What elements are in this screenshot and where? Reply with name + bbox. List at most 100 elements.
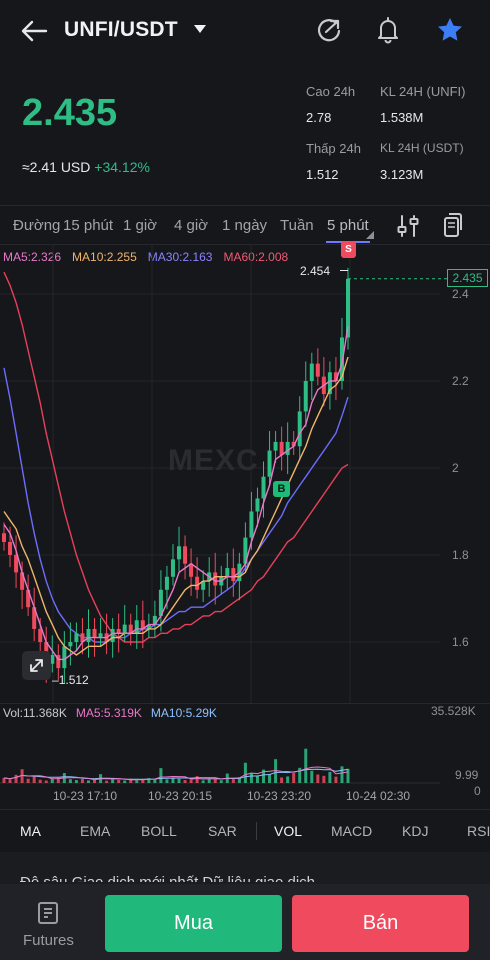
volume-bar — [328, 771, 332, 783]
ma5-line — [3, 326, 349, 661]
y-tick: 2 — [452, 461, 459, 475]
ma60-line — [3, 271, 349, 643]
back-arrow-icon[interactable] — [18, 16, 50, 46]
candle — [122, 624, 127, 634]
ma-legend: MA5:2.326 MA10:2.255 MA30:2.163 MA60:2.008 — [3, 250, 299, 264]
bell-icon[interactable] — [373, 15, 403, 45]
volume-bar — [105, 780, 109, 783]
volume-ma5-line — [3, 766, 349, 781]
pair-title[interactable]: UNFI/USDT — [64, 18, 178, 41]
volume-bar — [32, 776, 36, 783]
volume-bar — [14, 774, 18, 783]
share-icon[interactable] — [314, 15, 344, 45]
volume-bar — [147, 778, 151, 783]
price-change: +34.12% — [94, 159, 150, 175]
indicator-kdj[interactable]: KDJ — [402, 823, 429, 839]
volume-bar — [274, 759, 278, 783]
candle — [177, 546, 182, 560]
volume-bar — [243, 762, 247, 783]
vol-legend: Vol:11.368K — [3, 706, 67, 720]
candle — [231, 568, 236, 582]
section-gap — [0, 852, 490, 884]
indicator-separator — [256, 822, 257, 840]
candle — [20, 572, 25, 590]
indicator-sar[interactable]: SAR — [208, 823, 237, 839]
futures-label[interactable]: Futures — [23, 932, 74, 949]
candle — [74, 633, 79, 642]
candle — [62, 646, 67, 669]
volume-zero-tick: 0 — [474, 784, 481, 798]
candle — [98, 633, 103, 638]
vol-ma5-legend: MA5:5.319K — [75, 706, 142, 720]
indicator-ma[interactable]: MA — [20, 823, 41, 839]
favorite-star-icon[interactable] — [435, 15, 465, 45]
indicator-macd[interactable]: MACD — [331, 823, 373, 839]
volume-bar — [171, 777, 175, 783]
tab-15m[interactable]: 15 phút — [63, 217, 114, 234]
copy-layout-icon[interactable] — [441, 212, 465, 238]
vol-ma10-legend: MA10:5.29K — [150, 706, 217, 720]
volume-bar — [56, 777, 60, 783]
candle — [213, 572, 218, 586]
ma60-legend: MA60:2.008 — [223, 250, 289, 264]
candle — [116, 628, 121, 634]
candle — [164, 576, 169, 590]
y-tick: 1.8 — [452, 548, 469, 562]
divider — [0, 244, 490, 245]
volume-bar — [38, 779, 42, 783]
candle — [339, 337, 344, 381]
candle — [68, 642, 73, 647]
volume-bar — [195, 776, 199, 783]
candle — [249, 511, 254, 538]
usd-value: ≈2.41 USD — [22, 159, 91, 175]
indicator-settings-icon[interactable] — [395, 214, 421, 238]
low-marker-value: 1.512 — [58, 673, 89, 687]
tab-5m[interactable]: 5 phút — [327, 217, 369, 234]
x-tick: 10-23 20:15 — [148, 789, 213, 803]
candle — [110, 628, 115, 642]
volume-bar — [93, 779, 97, 783]
candle — [26, 589, 31, 608]
indicator-boll[interactable]: BOLL — [141, 823, 177, 839]
tab-4h[interactable]: 4 giờ — [174, 217, 209, 234]
candle — [261, 476, 266, 499]
tab-week[interactable]: Tuần — [280, 217, 314, 234]
candle — [273, 441, 278, 451]
price-chart[interactable] — [0, 244, 490, 704]
candle — [267, 450, 272, 477]
fullscreen-button[interactable] — [22, 651, 51, 680]
last-price: 2.435 — [22, 92, 118, 134]
candle — [38, 628, 43, 642]
tab-1h[interactable]: 1 giờ — [123, 217, 158, 234]
volume-bar — [111, 779, 115, 783]
indicator-vol[interactable]: VOL — [274, 823, 303, 839]
indicator-ema[interactable]: EMA — [80, 823, 111, 839]
divider — [0, 809, 490, 810]
volume-mid-tick: 9.99 — [455, 768, 479, 782]
tab-1d[interactable]: 1 ngày — [222, 217, 268, 234]
candle — [92, 628, 97, 638]
volume-bar — [117, 779, 121, 783]
candle — [128, 624, 133, 634]
candle — [146, 624, 151, 629]
divider — [0, 205, 490, 206]
pair-dropdown-icon[interactable] — [194, 25, 206, 33]
candle — [255, 498, 260, 512]
volume-bar — [304, 748, 308, 783]
futures-icon[interactable] — [36, 901, 62, 925]
sell-button[interactable]: Bán — [292, 895, 469, 952]
tab-line[interactable]: Đường — [13, 217, 61, 234]
buy-button[interactable]: Mua — [105, 895, 282, 952]
volume-bar — [255, 776, 259, 783]
section-tabs-peek[interactable]: Độ sâu Giao dịch mới nhất Dữ liệu giao d… — [20, 874, 460, 882]
candle — [8, 541, 13, 555]
volume-bar — [262, 769, 266, 783]
candle — [297, 411, 302, 447]
volume-bar — [129, 778, 133, 783]
candle — [189, 563, 194, 577]
volume-bar — [123, 780, 127, 783]
volume-bar — [201, 780, 205, 783]
indicator-rsi[interactable]: RSI — [467, 823, 490, 839]
volume-bar — [189, 779, 193, 783]
candle — [32, 607, 37, 629]
